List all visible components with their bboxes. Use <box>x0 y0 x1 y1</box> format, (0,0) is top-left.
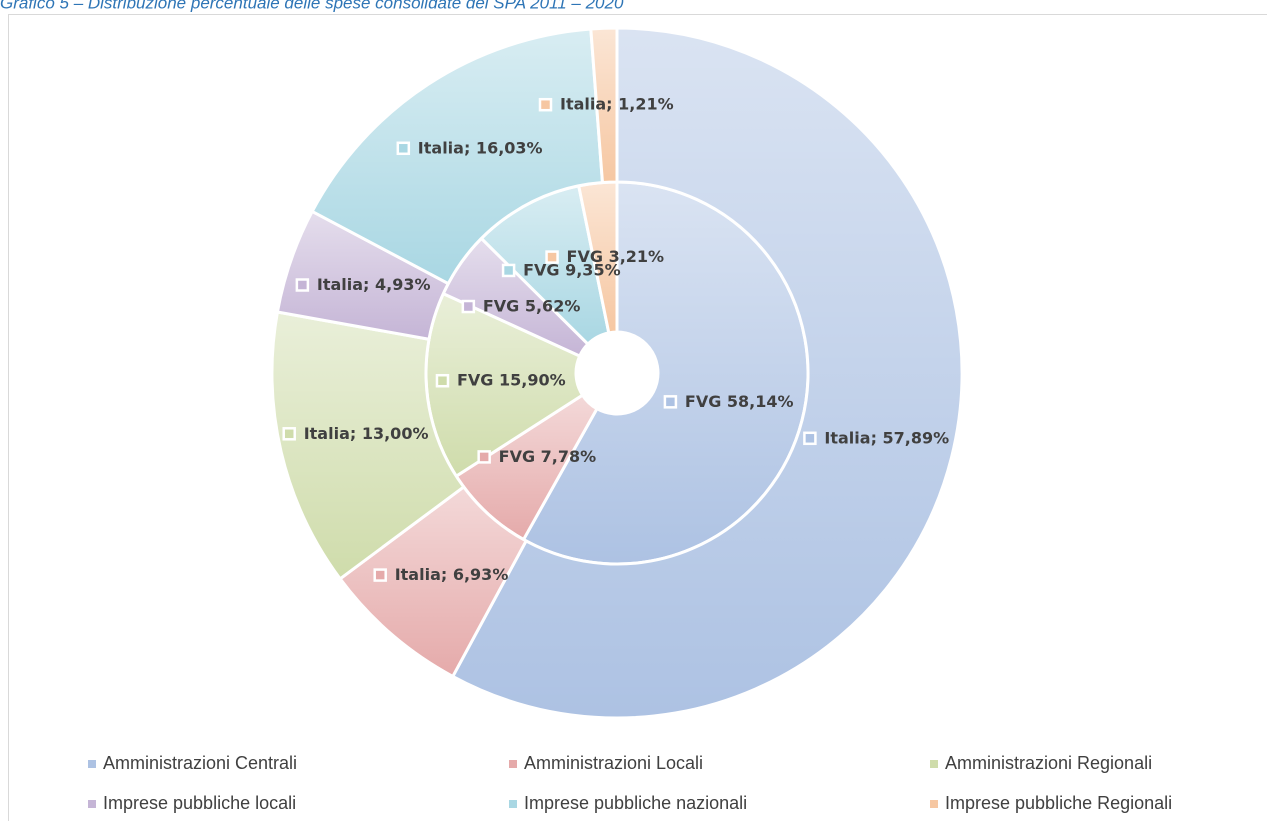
data-label: FVG 7,78% <box>499 447 597 466</box>
label-key <box>461 299 476 314</box>
legend-key <box>930 800 938 808</box>
label-key <box>282 427 296 441</box>
label-key <box>803 431 817 446</box>
legend-label: Imprese pubbliche nazionali <box>524 793 747 813</box>
data-label: Italia; 6,93% <box>395 565 509 584</box>
legend-label: Amministrazioni Centrali <box>103 753 297 773</box>
label-key <box>295 278 310 292</box>
data-label: FVG 15,90% <box>457 371 566 390</box>
chart-title: Grafico 5 – Distribuzione percentuale de… <box>0 0 624 12</box>
data-label: Italia; 57,89% <box>824 428 949 447</box>
label-key <box>477 450 491 464</box>
data-label: Italia; 1,21% <box>560 95 674 114</box>
legend-key <box>88 800 96 808</box>
data-labels: FVG 58,14% FVG 7,78% FVG 15,90% FVG 5,62% FV… <box>282 95 949 584</box>
data-label: FVG 5,62% <box>483 297 581 316</box>
data-label: Italia; 4,93% <box>317 275 431 294</box>
label-key <box>396 141 411 156</box>
label-key <box>663 395 678 409</box>
chart-frame <box>8 14 1267 821</box>
legend: Amministrazioni Centrali Amministrazioni … <box>88 753 1172 813</box>
data-label: Italia; 16,03% <box>418 138 543 157</box>
legend-key <box>509 800 517 808</box>
label-key <box>435 373 450 388</box>
legend-label: Imprese pubbliche Regionali <box>945 793 1172 813</box>
legend-label: Amministrazioni Locali <box>524 753 703 773</box>
legend-label: Amministrazioni Regionali <box>945 753 1152 773</box>
legend-key <box>509 760 517 768</box>
data-label: FVG 58,14% <box>685 392 794 411</box>
slices <box>270 26 964 720</box>
data-label: FVG 9,35% <box>523 260 621 279</box>
label-key <box>545 250 559 264</box>
label-key <box>373 568 387 582</box>
label-key <box>538 97 553 112</box>
legend-key <box>930 760 938 768</box>
legend-label: Imprese pubbliche locali <box>103 793 296 813</box>
legend-key <box>88 760 96 768</box>
label-key <box>501 263 516 278</box>
data-label: Italia; 13,00% <box>304 424 429 443</box>
data-label: FVG 3,21% <box>567 247 665 266</box>
